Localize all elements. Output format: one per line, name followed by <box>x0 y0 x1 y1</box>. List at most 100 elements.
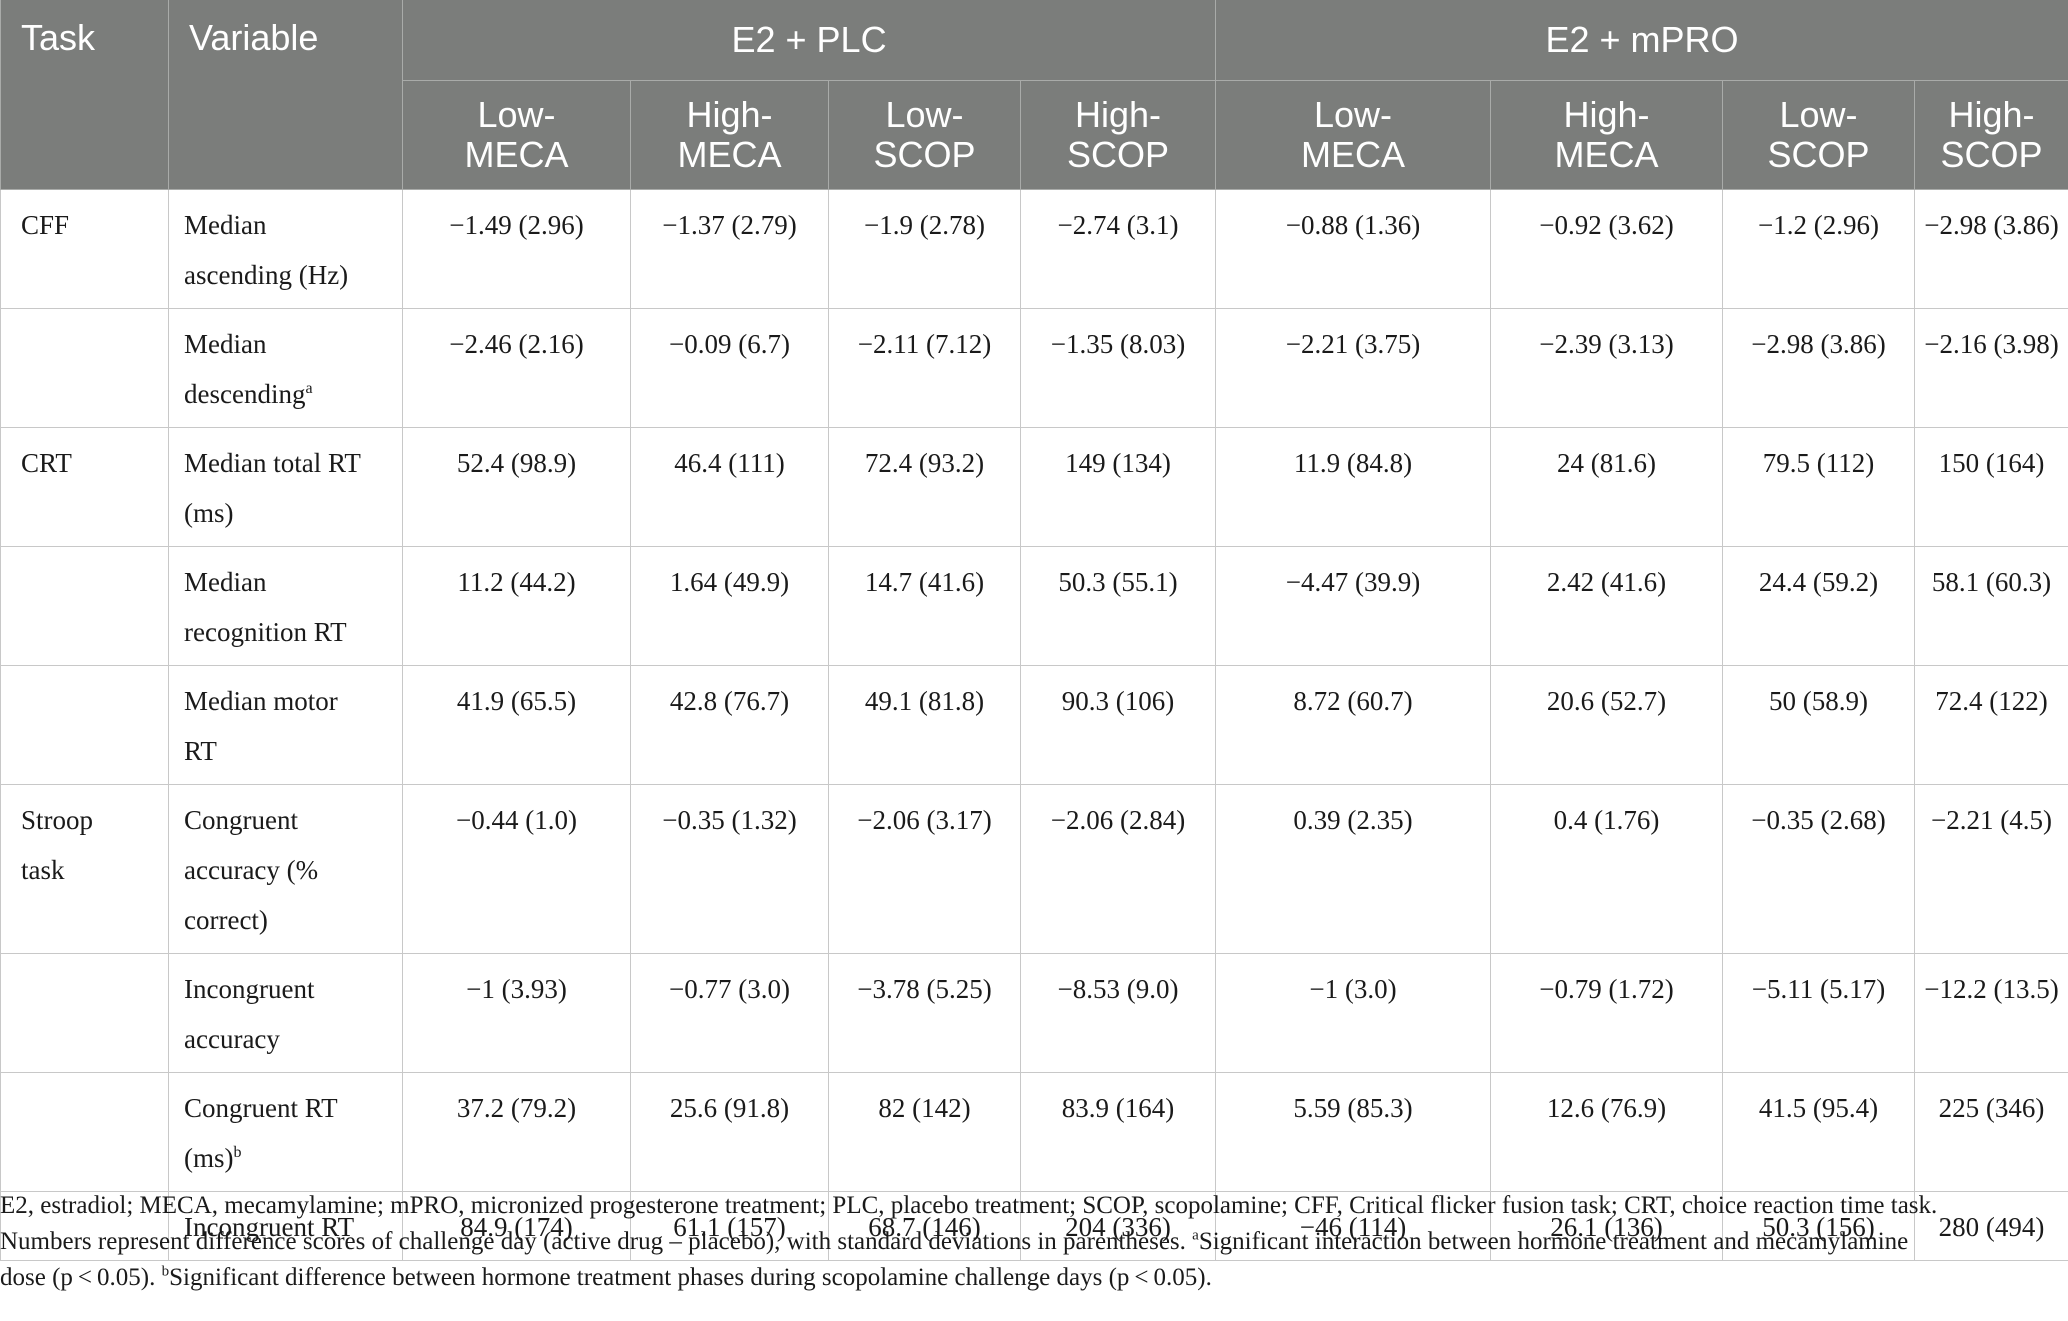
header-group-e2-plc: E2 + PLC <box>401 0 1217 81</box>
cell-value: 50 (58.9) <box>1722 665 1916 785</box>
cell-value: 150 (164) <box>1914 427 2068 547</box>
cell-variable: Congruent accuracy (% correct) <box>168 784 403 954</box>
cell-value: 84.9 (174) <box>402 1191 631 1261</box>
cell-value: 37.2 (79.2) <box>402 1072 631 1192</box>
cell-value: 61.1 (157) <box>630 1191 829 1261</box>
cell-task: CFF <box>0 189 169 309</box>
cell-value: 11.2 (44.2) <box>402 546 631 666</box>
cell-value: 11.9 (84.8) <box>1215 427 1492 547</box>
cell-task: CRT <box>0 427 169 547</box>
cell-value: −2.74 (3.1) <box>1019 189 1217 309</box>
cell-value: −2.21 (3.75) <box>1215 308 1492 428</box>
table-row: Stroop task Congruent accuracy (% correct) −0… <box>0 784 2068 954</box>
cell-value: −2.98 (3.86) <box>1722 308 1916 428</box>
header-variable: Variable <box>168 0 403 190</box>
cell-value: −0.35 (1.32) <box>630 784 829 954</box>
table-row: Incongruent accuracy −1 (3.93) −0.77 (3.0) −… <box>0 953 2068 1073</box>
cell-value: −1.2 (2.96) <box>1722 189 1916 309</box>
cell-value: −1.49 (2.96) <box>402 189 631 309</box>
cell-task: Stroop task <box>0 784 169 954</box>
cell-variable: Incongruent accuracy <box>168 953 403 1073</box>
table-row: Congruent RT (ms)b 37.2 (79.2) 25.6 (91.8) 8… <box>0 1072 2068 1192</box>
cell-value: 83.9 (164) <box>1019 1072 1217 1192</box>
cell-value: −2.11 (7.12) <box>828 308 1021 428</box>
subheader-low-meca-0: Low- MECA <box>402 80 631 190</box>
table-row: CFF Median ascending (Hz) −1.49 (2.96) −1.37… <box>0 189 2068 309</box>
cell-value: 0.39 (2.35) <box>1215 784 1492 954</box>
cell-value: 50.3 (156) <box>1722 1191 1916 1261</box>
cell-value: −2.98 (3.86) <box>1914 189 2068 309</box>
cell-value: 52.4 (98.9) <box>402 427 631 547</box>
cell-value: 72.4 (93.2) <box>828 427 1021 547</box>
cell-value: 0.4 (1.76) <box>1490 784 1724 954</box>
cell-value: 5.59 (85.3) <box>1215 1072 1492 1192</box>
cell-value: −8.53 (9.0) <box>1019 953 1217 1073</box>
cell-variable: Congruent RT (ms)b <box>168 1072 403 1192</box>
cell-value: 12.6 (76.9) <box>1490 1072 1724 1192</box>
cell-value: 41.5 (95.4) <box>1722 1072 1916 1192</box>
cell-value: 8.72 (60.7) <box>1215 665 1492 785</box>
footnote-significance: dose (p < 0.05). bSignificant difference… <box>0 1263 1212 1291</box>
cell-task <box>0 1072 169 1192</box>
cell-value: −2.21 (4.5) <box>1914 784 2068 954</box>
cell-value: 2.42 (41.6) <box>1490 546 1724 666</box>
cell-task <box>0 308 169 428</box>
cell-value: −1.9 (2.78) <box>828 189 1021 309</box>
table-row: Median descendinga −2.46 (2.16) −0.09 (6.7)… <box>0 308 2068 428</box>
cell-value: 24.4 (59.2) <box>1722 546 1916 666</box>
cell-variable: Incongruent RT <box>168 1191 403 1261</box>
subheader-low-meca-4: Low- MECA <box>1215 80 1492 190</box>
cell-value: −1.37 (2.79) <box>630 189 829 309</box>
cell-variable: Median total RT (ms) <box>168 427 403 547</box>
cell-value: 24 (81.6) <box>1490 427 1724 547</box>
cell-value: 79.5 (112) <box>1722 427 1916 547</box>
table-footnote: E2, estradiol; MECA, mecamylamine; mPRO,… <box>0 1188 2060 1296</box>
footnote-explanation: Numbers represent difference scores of c… <box>0 1227 1909 1255</box>
header-task: Task <box>0 0 169 190</box>
cell-value: −2.06 (3.17) <box>828 784 1021 954</box>
cell-value: 14.7 (41.6) <box>828 546 1021 666</box>
cell-value: −0.09 (6.7) <box>630 308 829 428</box>
cell-value: 225 (346) <box>1914 1072 2068 1192</box>
cell-value: 72.4 (122) <box>1914 665 2068 785</box>
cell-value: −2.06 (2.84) <box>1019 784 1217 954</box>
table-row: Median recognition RT 11.2 (44.2) 1.64 (49.… <box>0 546 2068 666</box>
cell-value: −3.78 (5.25) <box>828 953 1021 1073</box>
table-row: Incongruent RT 84.9 (174) 61.1 (157) 68.7 (… <box>0 1191 2068 1261</box>
cell-value: −46 (114) <box>1215 1191 1492 1261</box>
cell-value: 50.3 (55.1) <box>1019 546 1217 666</box>
cell-value: −2.16 (3.98) <box>1914 308 2068 428</box>
cell-value: 25.6 (91.8) <box>630 1072 829 1192</box>
subheader-low-scop-6: Low- SCOP <box>1722 80 1916 190</box>
cell-value: −2.39 (3.13) <box>1490 308 1724 428</box>
cell-value: −0.92 (3.62) <box>1490 189 1724 309</box>
cell-value: −0.79 (1.72) <box>1490 953 1724 1073</box>
cell-value: 68.7 (146) <box>828 1191 1021 1261</box>
cell-value: 82 (142) <box>828 1072 1021 1192</box>
cell-value: −0.88 (1.36) <box>1215 189 1492 309</box>
cell-task <box>0 665 169 785</box>
table-row: CRT Median total RT (ms) 52.4 (98.9) 46.4 (1… <box>0 427 2068 547</box>
cell-value: −0.77 (3.0) <box>630 953 829 1073</box>
cell-value: −0.44 (1.0) <box>402 784 631 954</box>
cell-value: 26.1 (136) <box>1490 1191 1724 1261</box>
cell-value: −12.2 (13.5) <box>1914 953 2068 1073</box>
cell-value: 149 (134) <box>1019 427 1217 547</box>
cell-value: 90.3 (106) <box>1019 665 1217 785</box>
cell-variable: Median descendinga <box>168 308 403 428</box>
cell-value: −1 (3.93) <box>402 953 631 1073</box>
cell-value: 42.8 (76.7) <box>630 665 829 785</box>
cell-variable: Median motor RT <box>168 665 403 785</box>
cell-task <box>0 546 169 666</box>
subheader-high-meca-5: High- MECA <box>1490 80 1724 190</box>
results-table: Task Variable E2 + PLC E2 + mPRO Low- MEC… <box>0 0 2068 1261</box>
cell-value: 46.4 (111) <box>630 427 829 547</box>
cell-value: −4.47 (39.9) <box>1215 546 1492 666</box>
cell-variable: Median ascending (Hz) <box>168 189 403 309</box>
cell-value: 49.1 (81.8) <box>828 665 1021 785</box>
cell-value: 280 (494) <box>1914 1191 2068 1261</box>
subheader-high-scop-3: High- SCOP <box>1019 80 1217 190</box>
cell-task <box>0 1191 169 1261</box>
cell-value: −1 (3.0) <box>1215 953 1492 1073</box>
